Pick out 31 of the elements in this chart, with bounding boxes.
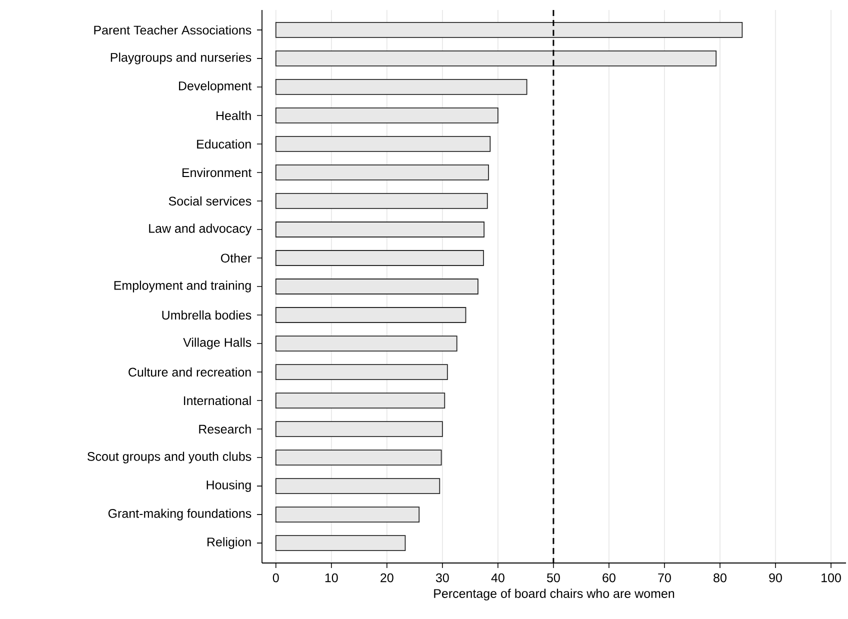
y-tick-label: Social services [168,196,252,206]
x-tick-label: 80 [714,573,726,582]
x-tick-label: 30 [436,573,449,582]
x-tick-label: 90 [769,573,782,582]
x-tick-label: 40 [491,573,504,582]
x-tick-label: 0 [272,573,279,582]
y-tick-label: Housing [206,480,251,492]
x-tick-label: 50 [546,573,560,582]
x-tick-label: 70 [658,573,671,582]
x-tick-label: 100 [822,573,841,582]
x-tick-label: 20 [380,573,394,582]
y-tick-label: Development [179,81,252,93]
y-tick-label: Employment and training [114,280,251,292]
y-tick-label: Culture and recreation [128,367,251,377]
x-axis-title: Percentage of board chairs who are women [434,588,674,600]
y-tick-label: Umbrella bodies [162,310,252,320]
y-tick-label: Other [220,253,252,263]
y-tick-label: Playgroups and nurseries [110,52,252,64]
y-tick-label: Religion [208,537,251,549]
x-tick-label: 10 [325,573,338,582]
y-tick-label: Environment [182,168,252,178]
y-tick-label: Law and advocacy [149,224,252,236]
x-tick-label: 60 [602,573,616,582]
y-tick-label: Education [197,139,251,149]
y-tick-label: Parent Teacher Associations [94,25,252,35]
y-tick-label: Scout groups and youth clubs [88,452,252,464]
y-tick-label: International [184,396,251,406]
y-tick-label: Village Halls [183,338,252,350]
y-tick-label: Health [216,110,251,120]
y-tick-label: Grant-making foundations [108,508,252,520]
y-tick-label: Research [199,424,251,434]
